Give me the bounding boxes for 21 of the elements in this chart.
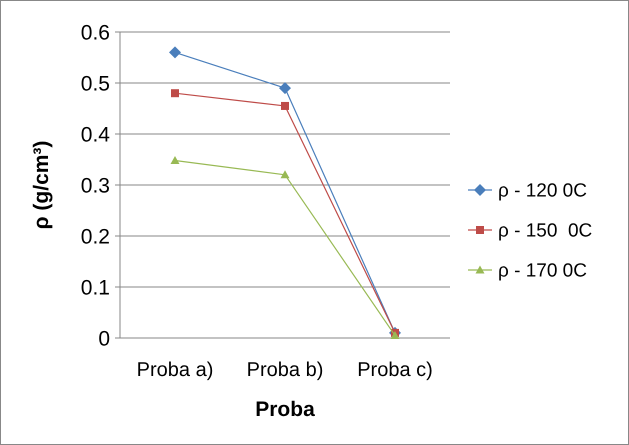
y-tick-label: 0.1 [80,276,110,300]
y-tick-label: 0.3 [80,174,110,198]
y-tick-label: 0.2 [80,225,110,248]
x-tick-label: Proba a) [136,359,214,381]
point [281,102,289,110]
y-axis-title: ρ (g/cm³) [30,140,53,230]
point [169,46,181,58]
x-axis-title: Proba [255,398,316,421]
x-tick-label: Proba c) [357,359,433,381]
point [170,156,180,164]
y-tick-label: 0 [98,327,110,350]
point [280,170,290,178]
legend-label: ρ - 170 0C [498,260,587,282]
x-tick-label: Proba b) [246,359,324,381]
y-tick-label: 0.4 [80,123,110,146]
y-tick-label: 0.6 [80,21,110,44]
legend-label: ρ - 150 0C [498,220,592,242]
point [279,82,291,94]
point [171,89,179,98]
y-tick-label: 0.5 [80,72,110,96]
legend-label: ρ - 120 0C [498,180,587,202]
